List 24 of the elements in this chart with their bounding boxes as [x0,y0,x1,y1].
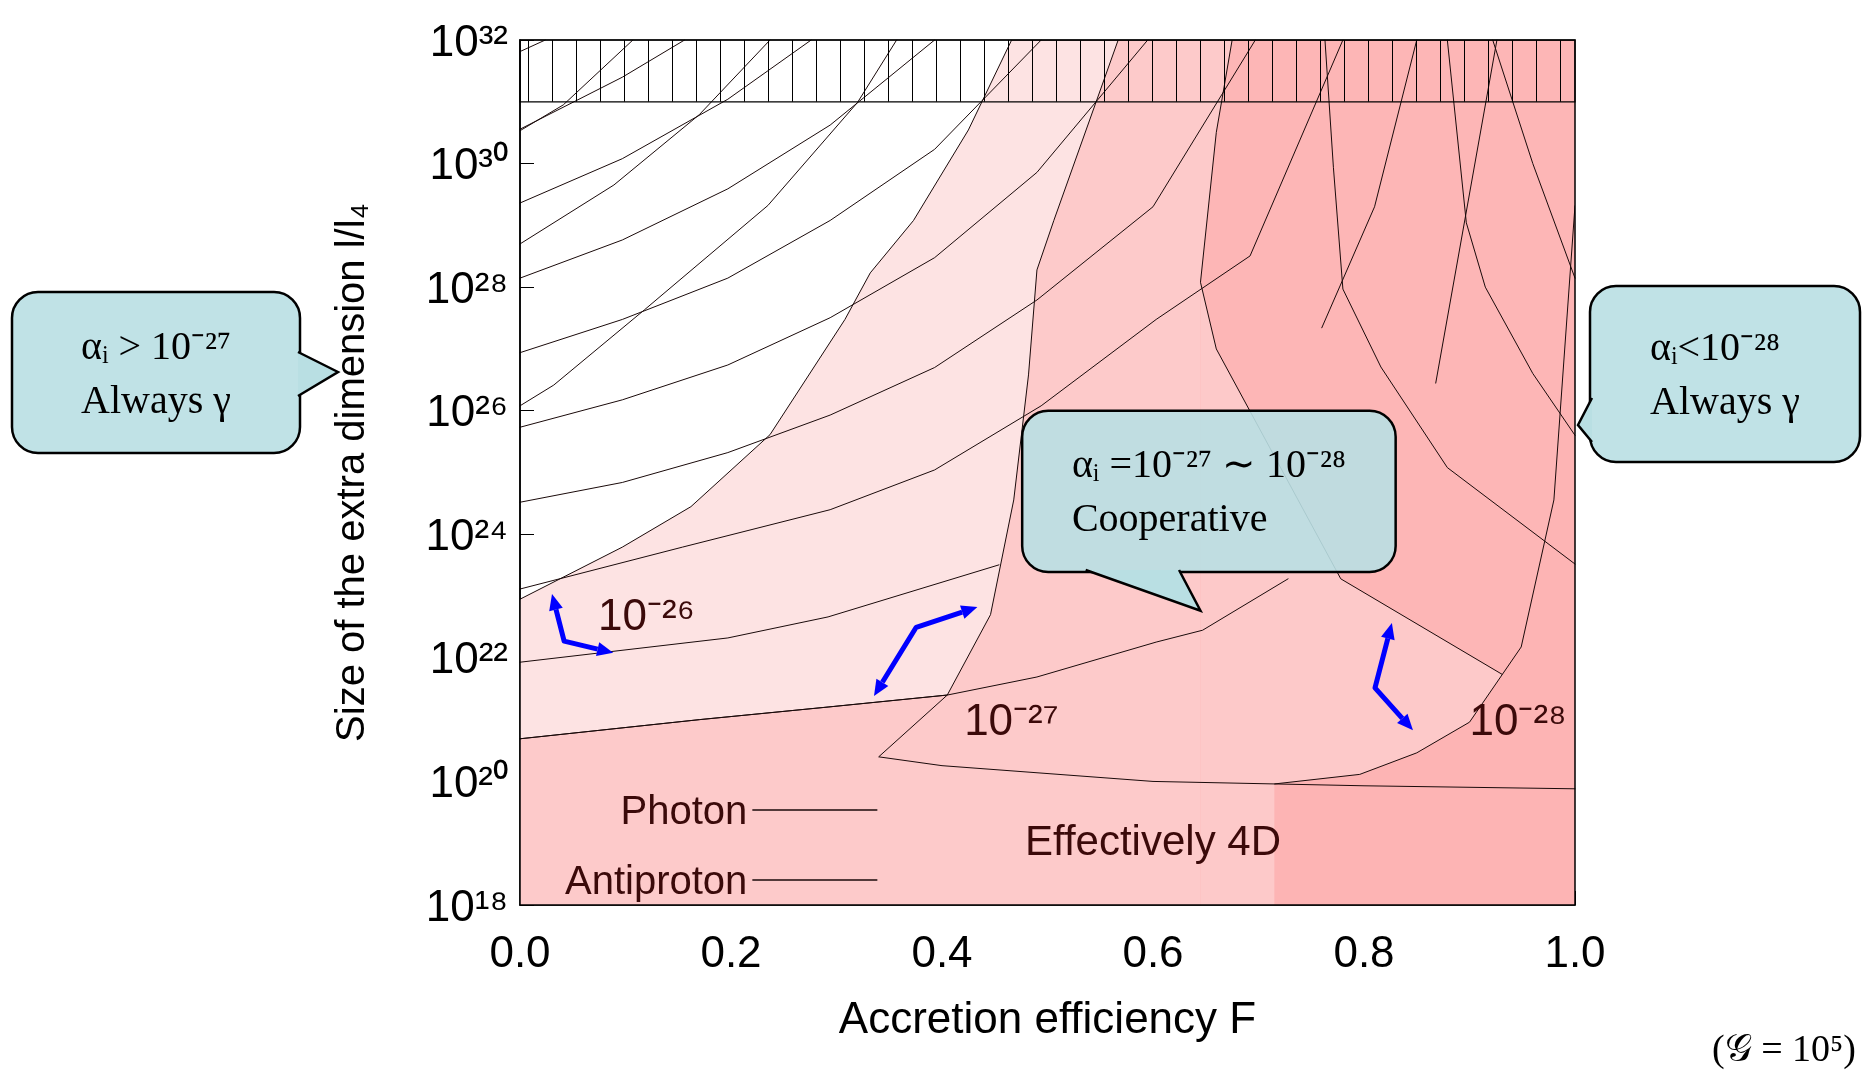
legend-label: Antiproton [565,858,748,902]
annotation: αᵢ =10⁻²⁷ ∼ 10⁻²⁸ Cooperative [1071,440,1346,543]
text: αᵢ > 10⁻²⁷ Always γ [81,321,231,424]
x-tick-label: 0.2 [700,926,762,976]
y-tick-label: 10²² [429,633,508,683]
y-tick-label: 10²⁰ [429,756,508,806]
x-tick-label: 0.4 [911,926,973,976]
y-axis-title: Size of the extra dimension l/l₄ [328,203,372,742]
y-tick-label: 10²⁴ [425,509,508,559]
annotation: 10⁻²⁷ [964,694,1059,745]
x-tick-label: 0.6 [1122,926,1184,976]
x-tick-label: 0.8 [1333,926,1395,976]
legend-label: Photon [620,788,748,832]
y-tick-label: 10³⁰ [429,139,508,189]
annotation: Effectively 4D [1025,816,1281,864]
annotation: 10⁻²⁸ [1469,694,1567,745]
annotation: 10⁻²⁶ [598,589,695,640]
text: (𝒢 = 10⁵) [1712,1027,1856,1070]
x-tick-label: 1.0 [1544,926,1606,976]
text: αᵢ<10⁻²⁸ Always γ [1650,323,1800,425]
x-axis-title: Accretion efficiency F [838,992,1257,1042]
y-tick-label: 10²⁸ [425,262,508,312]
y-tick-label: 10³² [429,15,508,65]
y-tick-label: 10²⁶ [426,386,508,436]
